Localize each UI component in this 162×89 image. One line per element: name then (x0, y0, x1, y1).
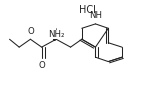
Text: HCl: HCl (79, 5, 96, 15)
Text: O: O (27, 27, 34, 36)
Text: NH: NH (89, 11, 102, 20)
Text: O: O (38, 61, 45, 70)
Text: NH₂: NH₂ (48, 30, 64, 39)
